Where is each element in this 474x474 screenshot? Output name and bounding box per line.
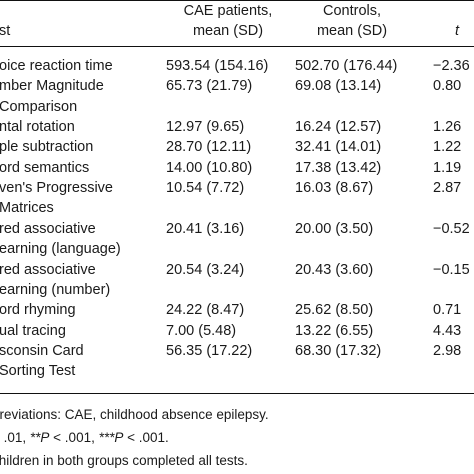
row-test-label: sconsin Card: [0, 343, 84, 359]
row-test-label: earning (language): [0, 241, 121, 257]
row-t-value: −0.15: [433, 262, 470, 278]
row-cae-value: 10.54 (7.72): [166, 180, 245, 196]
row-controls-value: 68.30 (17.32): [295, 343, 382, 359]
row-cae-value: 28.70 (12.11): [166, 139, 252, 155]
footnote-sig-c-mark: ***P: [98, 430, 124, 445]
row-test-label: ntal rotation: [0, 119, 75, 135]
row-cae-value: 20.54 (3.24): [166, 262, 245, 278]
footnote-sig-c: < .001.: [123, 430, 169, 445]
footnote-sig-b-mark: **P: [29, 430, 50, 445]
row-test-label: earning (number): [0, 282, 111, 298]
row-t-value: −2.36: [433, 58, 470, 74]
row-controls-value: 16.03 (8.67): [295, 180, 374, 196]
row-t-value: −0.52: [433, 221, 470, 237]
row-controls-value: 20.00 (3.50): [295, 221, 374, 237]
header-test: st: [0, 23, 11, 39]
footnote-abbreviations: previations: CAE, childhood absence epil…: [0, 407, 269, 422]
row-t-value: 4.43: [433, 323, 462, 339]
row-t-value: 1.19: [433, 160, 462, 176]
footnote-sig-b: < .001,: [49, 430, 99, 445]
row-t-value: 2.98: [433, 343, 462, 359]
row-test-label: Comparison: [0, 99, 78, 115]
row-cae-value: 56.35 (17.22): [166, 343, 253, 359]
row-cae-value: 14.00 (10.80): [166, 160, 253, 176]
row-test-label: Matrices: [0, 200, 54, 216]
row-controls-value: 16.24 (12.57): [295, 119, 382, 135]
header-controls-line1: Controls,: [322, 3, 382, 19]
row-test-label: red associative: [0, 262, 96, 278]
header-cae-line2: mean (SD): [192, 23, 264, 39]
row-cae-value: 7.00 (5.48): [166, 323, 237, 339]
header-t: t: [455, 23, 460, 39]
row-t-value: 1.26: [433, 119, 462, 135]
footnote-significance: < .01, **P < .001, ***P < .001.: [0, 430, 169, 446]
row-test-label: mber Magnitude: [0, 78, 104, 94]
row-t-value: 0.71: [433, 302, 462, 318]
row-controls-value: 32.41 (14.01): [295, 139, 382, 155]
bottom-rule: [0, 393, 474, 394]
row-controls-value: 25.62 (8.50): [295, 302, 374, 318]
footnote-sig-a: < .01,: [0, 430, 27, 445]
row-cae-value: 593.54 (154.16): [166, 58, 269, 74]
row-test-label: ord semantics: [0, 160, 90, 176]
footnote-completion: children in both groups completed all te…: [0, 453, 248, 468]
row-test-label: ual tracing: [0, 323, 66, 339]
row-t-value: 1.22: [433, 139, 462, 155]
row-controls-value: 13.22 (6.55): [295, 323, 374, 339]
row-cae-value: 65.73 (21.79): [166, 78, 253, 94]
row-test-label: ple subtraction: [0, 139, 94, 155]
header-cae-line1: CAE patients,: [183, 3, 273, 19]
row-cae-value: 12.97 (9.65): [166, 119, 245, 135]
row-cae-value: 24.22 (8.47): [166, 302, 245, 318]
top-rule: [0, 0, 474, 1]
row-controls-value: 69.08 (13.14): [295, 78, 382, 94]
row-test-label: red associative: [0, 221, 96, 237]
row-controls-value: 20.43 (3.60): [295, 262, 374, 278]
header-controls-line2: mean (SD): [316, 23, 388, 39]
row-controls-value: 502.70 (176.44): [295, 58, 398, 74]
row-t-value: 0.80: [433, 78, 462, 94]
row-test-label: ven's Progressive: [0, 180, 113, 196]
row-t-value: 2.87: [433, 180, 462, 196]
row-cae-value: 20.41 (3.16): [166, 221, 245, 237]
row-test-label: Sorting Test: [0, 363, 76, 379]
row-test-label: ord rhyming: [0, 302, 76, 318]
row-controls-value: 17.38 (13.42): [295, 160, 382, 176]
row-test-label: oice reaction time: [0, 58, 113, 74]
header-rule: [0, 46, 474, 47]
